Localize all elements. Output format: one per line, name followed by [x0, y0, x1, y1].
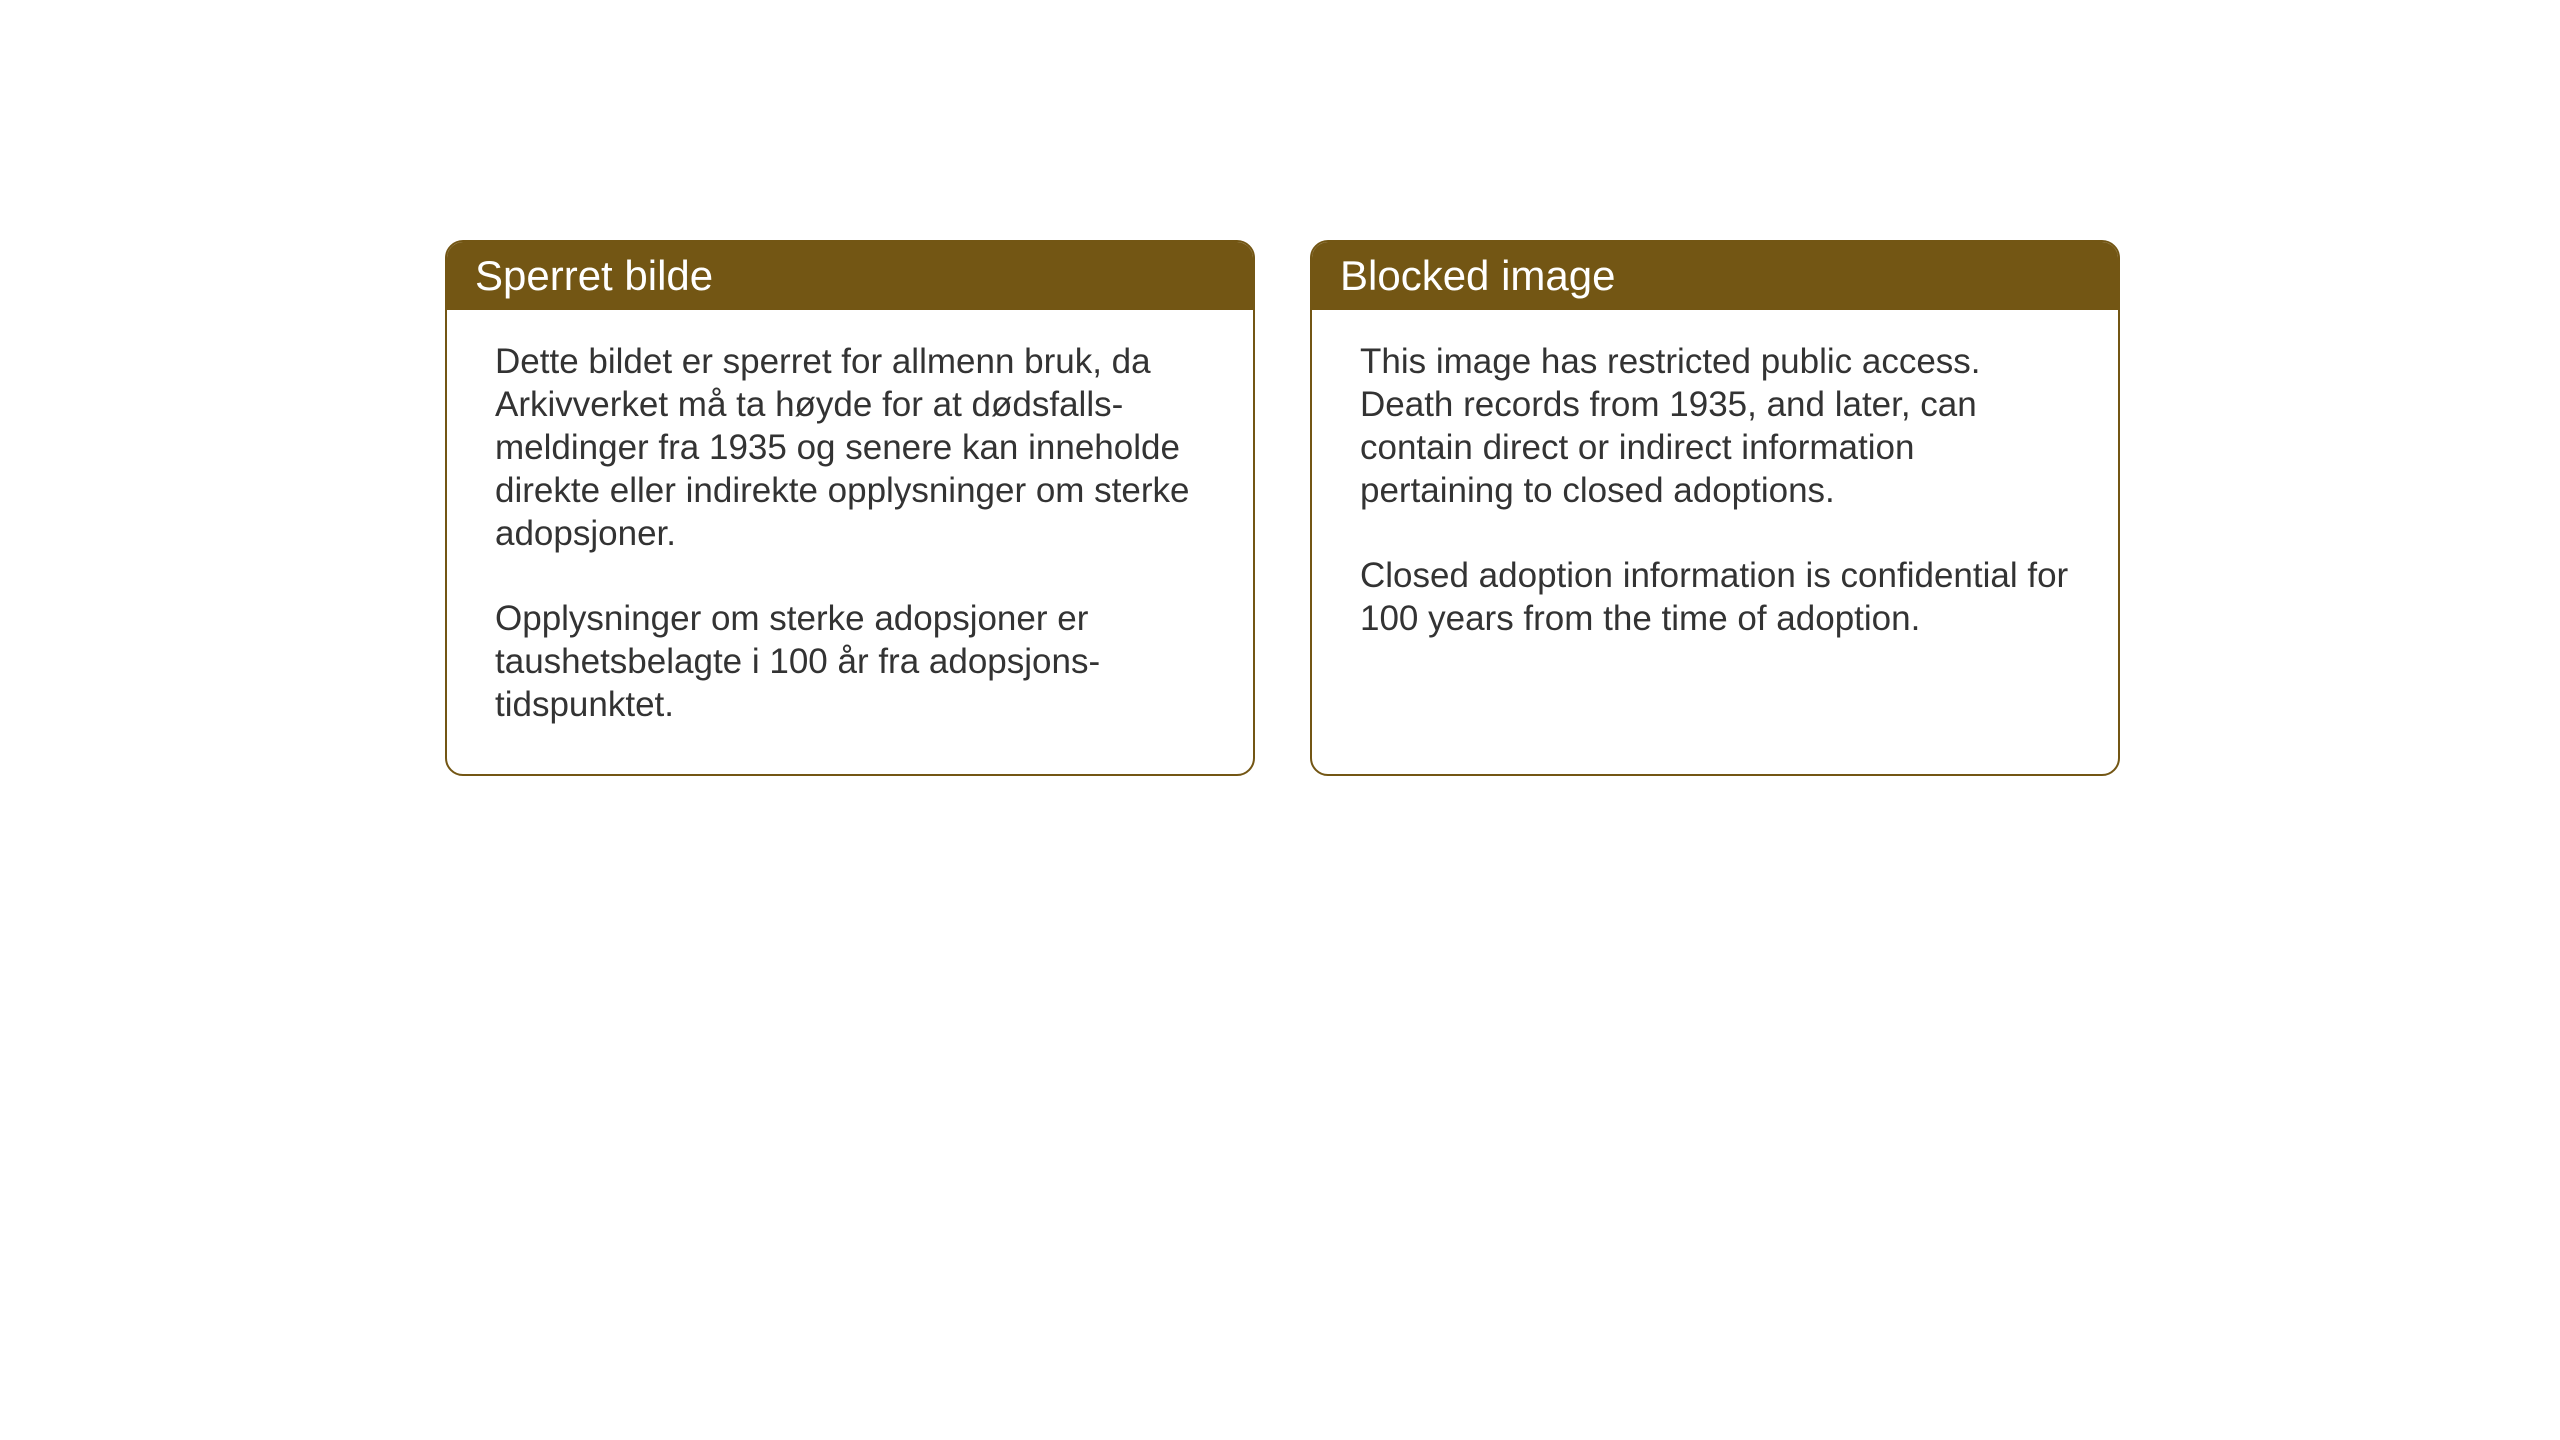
card-body-english: This image has restricted public access.…: [1312, 310, 2118, 688]
card-header-norwegian: Sperret bilde: [447, 242, 1253, 310]
notice-card-english: Blocked image This image has restricted …: [1310, 240, 2120, 776]
notice-card-norwegian: Sperret bilde Dette bildet er sperret fo…: [445, 240, 1255, 776]
card-paragraph-1-english: This image has restricted public access.…: [1360, 340, 2070, 512]
card-paragraph-2-english: Closed adoption information is confident…: [1360, 554, 2070, 640]
card-title-norwegian: Sperret bilde: [475, 252, 713, 299]
card-paragraph-2-norwegian: Opplysninger om sterke adopsjoner er tau…: [495, 597, 1205, 726]
card-header-english: Blocked image: [1312, 242, 2118, 310]
card-body-norwegian: Dette bildet er sperret for allmenn bruk…: [447, 310, 1253, 774]
card-title-english: Blocked image: [1340, 252, 1615, 299]
card-paragraph-1-norwegian: Dette bildet er sperret for allmenn bruk…: [495, 340, 1205, 555]
notice-cards-container: Sperret bilde Dette bildet er sperret fo…: [445, 240, 2120, 776]
